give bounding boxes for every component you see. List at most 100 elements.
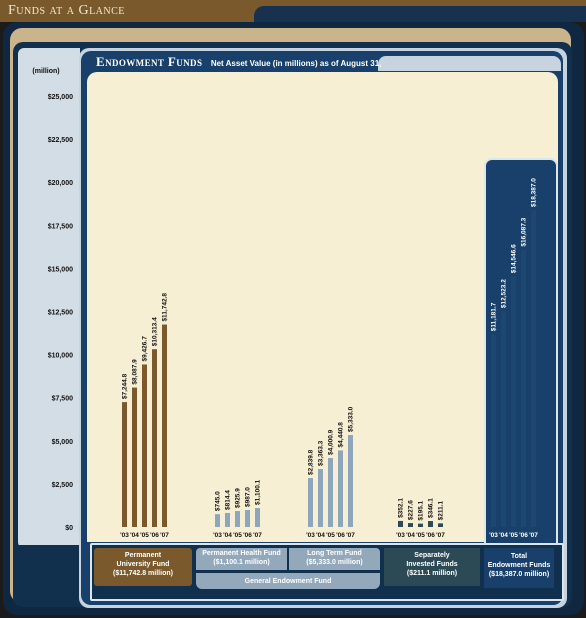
legend-value: ($11,742.8 million): [113, 570, 173, 577]
bar: [328, 458, 333, 527]
bar: [438, 523, 443, 527]
x-tick-label: '06: [426, 532, 435, 539]
x-tick-label: '05: [416, 532, 425, 539]
y-tick-label: $22,500: [48, 137, 73, 144]
x-tick-label: '07: [529, 532, 538, 539]
x-tick-label: '05: [233, 532, 242, 539]
data-label: $11,742.8: [162, 293, 169, 322]
data-label: $211.1: [438, 500, 445, 520]
bar: [511, 276, 516, 527]
y-tick-label: $10,000: [48, 353, 73, 360]
data-label: $7,244.8: [122, 373, 129, 399]
bar: [225, 512, 230, 527]
y-tick-label: $5,000: [52, 439, 74, 446]
x-tick-label: '03: [306, 532, 315, 539]
bar: [255, 508, 260, 527]
section-banner: Funds at a Glance: [0, 0, 586, 22]
data-label: $2,839.8: [308, 449, 315, 475]
y-tick-label: $2,500: [52, 482, 74, 489]
x-tick-label: '07: [253, 532, 262, 539]
data-label: $195.1: [418, 500, 425, 520]
x-tick-label: '03: [396, 532, 405, 539]
bar: [122, 402, 127, 527]
y-tick-label: $20,000: [48, 180, 73, 187]
bar: [418, 523, 423, 527]
bar: [428, 521, 433, 527]
bar: [132, 387, 137, 527]
x-tick-label: '04: [223, 532, 232, 539]
legend-value: ($18,387.0 million): [488, 571, 550, 578]
x-tick-label: '07: [436, 532, 445, 539]
banner-tab: [254, 6, 586, 22]
legend-total-endowment-funds: Total Endowment Funds ($18,387.0 million…: [484, 548, 554, 588]
chart-title: Endowment Funds: [96, 54, 203, 69]
data-label: $346.1: [428, 498, 435, 518]
bar: [408, 523, 413, 527]
x-tick-label: '04: [130, 532, 139, 539]
x-tick-label: '03: [489, 532, 498, 539]
bar: [398, 520, 403, 527]
data-label: $1,100.1: [255, 479, 262, 505]
y-axis-label: (million): [32, 68, 60, 75]
bar: [348, 435, 353, 527]
y-tick-label: $7,500: [52, 396, 74, 403]
data-label: $14,546.6: [511, 244, 518, 273]
x-tick-label: '06: [243, 532, 252, 539]
x-tick-label: '05: [509, 532, 518, 539]
section-title: Funds at a Glance: [8, 3, 125, 18]
x-tick-label: '07: [160, 532, 169, 539]
bar: [235, 511, 240, 527]
bar: [308, 478, 313, 527]
chart-subtitle: Net Asset Value (in millions) as of Augu…: [210, 59, 382, 68]
legend-label: Permanent: [124, 552, 162, 559]
legend-value: ($211.1 million): [406, 570, 458, 577]
legend-permanent-health-fund: Permanent Health Fund ($1,100.1 million): [196, 548, 287, 570]
x-tick-label: '03: [120, 532, 129, 539]
y-axis-panel: [18, 48, 80, 548]
legend-long-term-fund: Long Term Fund ($5,333.0 million): [289, 548, 380, 570]
x-tick-label: '03: [213, 532, 222, 539]
x-tick-label: '04: [406, 532, 415, 539]
x-tick-label: '07: [346, 532, 355, 539]
data-label: $987.0: [245, 487, 252, 507]
legend-label: Long Term Fund: [307, 550, 362, 557]
y-tick-label: $25,000: [48, 94, 73, 101]
x-tick-label: '05: [326, 532, 335, 539]
x-tick-label: '06: [519, 532, 528, 539]
legend-label: Separately: [414, 552, 450, 559]
bar: [531, 210, 536, 527]
data-label: $814.4: [225, 490, 232, 510]
x-tick-label: '06: [150, 532, 159, 539]
data-label: $10,313.4: [152, 317, 159, 346]
data-label: $12,523.2: [501, 279, 508, 308]
x-tick-label: '05: [140, 532, 149, 539]
bar: [162, 324, 167, 527]
legend-label: University Fund: [116, 561, 170, 568]
y-tick-label: $15,000: [48, 266, 73, 273]
bar: [152, 349, 157, 527]
bar: [142, 364, 147, 527]
x-tick-label: '06: [336, 532, 345, 539]
data-label: $9,426.7: [142, 336, 149, 362]
data-label: $18,387.0: [531, 178, 538, 207]
bar: [318, 469, 323, 527]
data-label: $227.6: [408, 500, 415, 520]
data-label: $8,087.9: [132, 359, 139, 385]
legend-label: Endowment Funds: [487, 562, 551, 569]
data-label: $4,440.8: [338, 422, 345, 448]
bar: [245, 509, 250, 527]
x-tick-label: '04: [316, 532, 325, 539]
bar: [491, 334, 496, 527]
data-label: $16,087.3: [521, 217, 528, 246]
bar: [521, 249, 526, 527]
x-tick-label: '04: [499, 532, 508, 539]
legend-label: Invested Funds: [406, 561, 458, 568]
bar: [215, 514, 220, 527]
bar: [501, 311, 506, 527]
y-tick-label: $0: [65, 525, 73, 532]
legend-label: Total: [510, 553, 528, 560]
data-label: $5,333.0: [348, 406, 355, 432]
chart-heading: Endowment Funds Net Asset Value (in mill…: [96, 53, 381, 71]
header-tab: [378, 56, 561, 71]
